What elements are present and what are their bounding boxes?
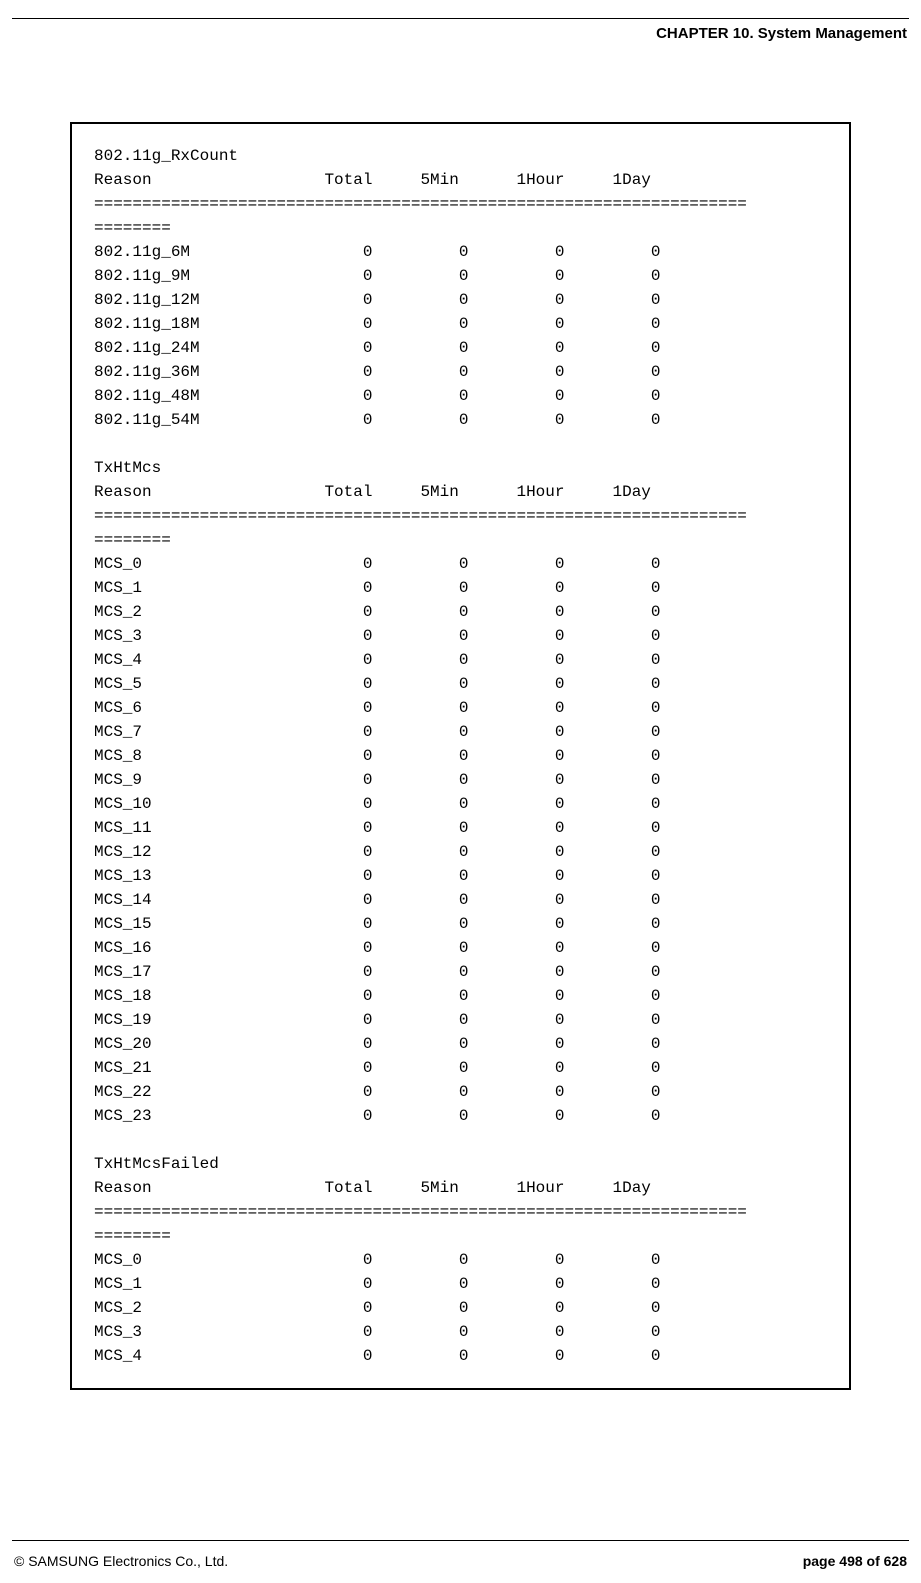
chapter-header: CHAPTER 10. System Management <box>0 19 921 42</box>
footer-rule <box>12 1540 909 1541</box>
page-number: page 498 of 628 <box>803 1553 907 1569</box>
terminal-output-box: 802.11g_RxCount Reason Total 5Min 1Hour … <box>70 122 851 1390</box>
copyright-text: © SAMSUNG Electronics Co., Ltd. <box>14 1553 228 1569</box>
footer: © SAMSUNG Electronics Co., Ltd. page 498… <box>14 1553 907 1569</box>
